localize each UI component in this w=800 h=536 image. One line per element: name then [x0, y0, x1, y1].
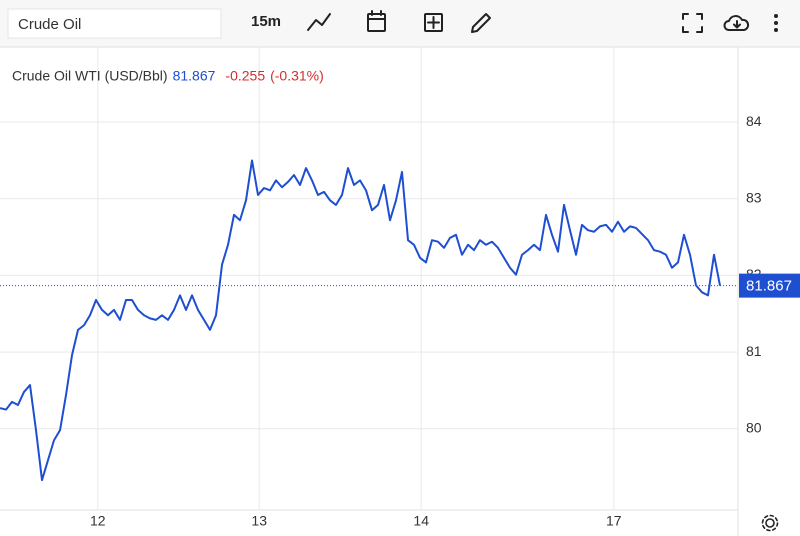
- x-tick-label: 17: [606, 513, 622, 529]
- quote-last: 81.867: [173, 68, 216, 84]
- add-indicator-icon[interactable]: [424, 13, 443, 32]
- settings-icon[interactable]: [761, 514, 779, 532]
- search-value[interactable]: Crude Oil: [18, 16, 81, 33]
- calendar-icon[interactable]: [367, 10, 386, 32]
- quote-change: -0.255: [225, 68, 265, 84]
- x-tick-label: 13: [251, 513, 267, 529]
- chart-type-icon[interactable]: [307, 13, 331, 31]
- quote-change-percent: (-0.31%): [270, 68, 324, 84]
- axes: 80818283841213141781.867: [90, 113, 800, 529]
- fullscreen-icon[interactable]: [682, 13, 703, 33]
- y-tick-label: 81: [746, 343, 762, 359]
- price-line: [0, 159, 721, 482]
- interval-button[interactable]: 15m: [251, 13, 281, 30]
- draw-icon[interactable]: [471, 13, 491, 33]
- y-tick-label: 83: [746, 189, 762, 205]
- x-tick-label: 12: [90, 513, 106, 529]
- x-tick-label: 14: [413, 513, 429, 529]
- plot: [0, 159, 738, 482]
- last-price-label: 81.867: [746, 278, 792, 295]
- last-price-tag: [739, 273, 800, 298]
- download-icon[interactable]: [723, 15, 750, 31]
- quote-name: Crude Oil WTI (USD/Bbl): [12, 68, 168, 84]
- y-tick-label: 84: [746, 113, 762, 129]
- grid: [0, 47, 738, 510]
- search-box[interactable]: [7, 8, 222, 39]
- y-tick-label: 80: [746, 419, 762, 435]
- more-icon[interactable]: [774, 14, 778, 32]
